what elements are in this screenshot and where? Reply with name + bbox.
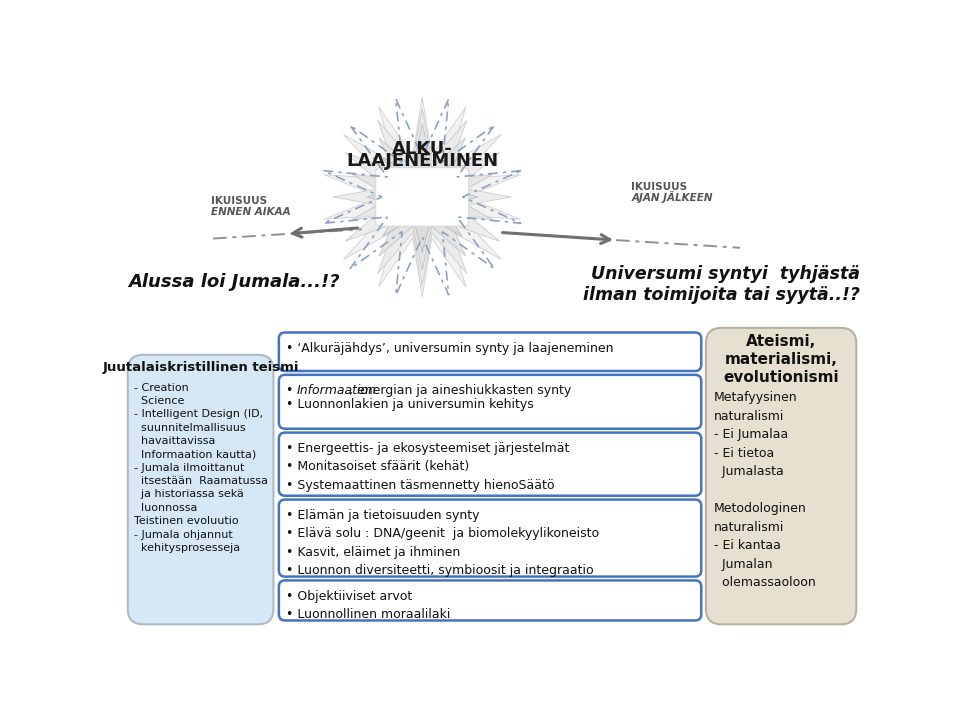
Text: IKUISUUS: IKUISUUS: [632, 182, 687, 193]
Text: Juutalaiskristillinen teismi: Juutalaiskristillinen teismi: [103, 361, 299, 374]
Text: AJAN JÄLKEEN: AJAN JÄLKEEN: [632, 191, 713, 203]
Text: • Luonnonlakien ja universumin kehitys: • Luonnonlakien ja universumin kehitys: [286, 398, 534, 411]
FancyBboxPatch shape: [278, 580, 701, 621]
FancyBboxPatch shape: [128, 355, 274, 624]
Text: ALKU-: ALKU-: [392, 139, 452, 158]
Text: LAAJENEMINEN: LAAJENEMINEN: [347, 152, 498, 170]
Text: Informaation: Informaation: [297, 384, 376, 397]
Polygon shape: [333, 108, 512, 286]
FancyBboxPatch shape: [278, 333, 701, 371]
Polygon shape: [352, 124, 492, 270]
Text: Alussa loi Jumala...!?: Alussa loi Jumala...!?: [128, 273, 340, 291]
Text: ENNEN AIKAA: ENNEN AIKAA: [211, 207, 291, 217]
Text: •: •: [286, 384, 298, 397]
Text: , energian ja aineshiukkasten synty: , energian ja aineshiukkasten synty: [349, 384, 571, 397]
Polygon shape: [324, 97, 520, 297]
FancyBboxPatch shape: [706, 328, 856, 624]
Text: • Elämän ja tietoisuuden synty
• Elävä solu : DNA/geenit  ja biomolekyylikoneist: • Elämän ja tietoisuuden synty • Elävä s…: [286, 509, 599, 577]
FancyBboxPatch shape: [278, 432, 701, 496]
Text: • Energeettis- ja ekosysteemiset järjestelmät
• Monitasoiset sfäärit (kehät)
• S: • Energeettis- ja ekosysteemiset järjest…: [286, 442, 569, 492]
Text: Ateismi,
materialismi,
evolutionismi: Ateismi, materialismi, evolutionismi: [723, 334, 839, 385]
Text: • ‘Alkuräjähdys’, universumin synty ja laajeneminen: • ‘Alkuräjähdys’, universumin synty ja l…: [286, 342, 613, 355]
Text: • Objektiiviset arvot
• Luonnollinen moraalilaki: • Objektiiviset arvot • Luonnollinen mor…: [286, 589, 450, 621]
Text: Universumi syntyi  tyhjästä
ilman toimijoita tai syytä..!?: Universumi syntyi tyhjästä ilman toimijo…: [583, 265, 860, 304]
FancyBboxPatch shape: [278, 500, 701, 577]
Text: Metafyysinen
naturalismi
- Ei Jumalaa
- Ei tietoa
  Jumalasta

Metodologinen
nat: Metafyysinen naturalismi - Ei Jumalaa - …: [713, 391, 815, 589]
FancyBboxPatch shape: [278, 375, 701, 429]
Text: - Creation
  Science
- Intelligent Design (ID,
  suunnitelmallisuus
  havaittavi: - Creation Science - Intelligent Design …: [134, 383, 268, 553]
Polygon shape: [367, 141, 478, 252]
FancyBboxPatch shape: [375, 168, 468, 226]
Text: IKUISUUS: IKUISUUS: [211, 196, 268, 206]
